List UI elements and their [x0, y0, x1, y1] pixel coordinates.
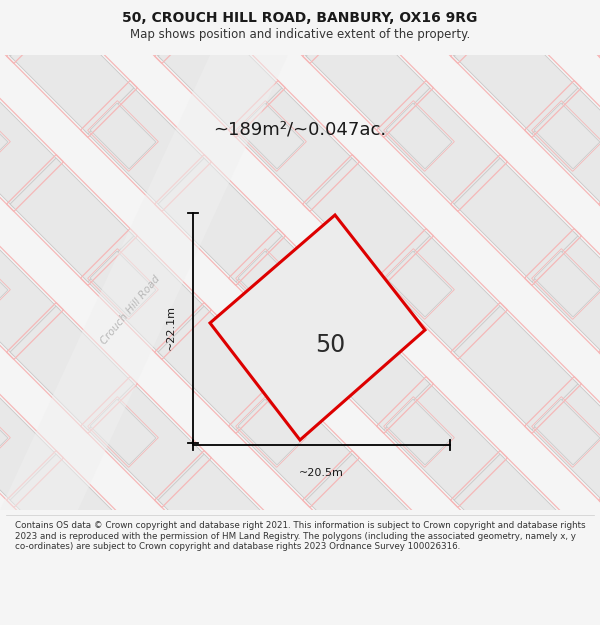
Polygon shape: [528, 84, 600, 208]
Polygon shape: [0, 103, 8, 169]
Text: 50: 50: [315, 333, 345, 357]
Polygon shape: [10, 306, 134, 430]
Polygon shape: [380, 84, 504, 208]
Polygon shape: [386, 251, 452, 317]
Polygon shape: [238, 399, 304, 465]
Polygon shape: [528, 380, 600, 504]
Polygon shape: [0, 232, 60, 356]
Text: Contains OS data © Crown copyright and database right 2021. This information is : Contains OS data © Crown copyright and d…: [15, 521, 586, 551]
Polygon shape: [10, 158, 134, 282]
Text: 50, CROUCH HILL ROAD, BANBURY, OX16 9RG: 50, CROUCH HILL ROAD, BANBURY, OX16 9RG: [122, 11, 478, 25]
Polygon shape: [386, 399, 452, 465]
Polygon shape: [380, 380, 504, 504]
Polygon shape: [158, 454, 282, 578]
Polygon shape: [84, 528, 208, 625]
Polygon shape: [0, 547, 8, 613]
Polygon shape: [534, 399, 600, 465]
Polygon shape: [0, 399, 8, 465]
Polygon shape: [534, 0, 600, 21]
Polygon shape: [158, 10, 282, 134]
Polygon shape: [380, 232, 504, 356]
Polygon shape: [238, 0, 304, 21]
Polygon shape: [386, 103, 452, 169]
Polygon shape: [534, 251, 600, 317]
Polygon shape: [454, 454, 578, 578]
Polygon shape: [232, 380, 356, 504]
Polygon shape: [534, 547, 600, 613]
Polygon shape: [386, 0, 452, 21]
Polygon shape: [232, 0, 356, 60]
Polygon shape: [528, 0, 600, 60]
Polygon shape: [528, 232, 600, 356]
Polygon shape: [90, 399, 156, 465]
Polygon shape: [0, 55, 288, 510]
Polygon shape: [90, 0, 156, 21]
Polygon shape: [158, 158, 282, 282]
Polygon shape: [90, 251, 156, 317]
Polygon shape: [386, 547, 452, 613]
Polygon shape: [454, 10, 578, 134]
Polygon shape: [210, 215, 425, 440]
Polygon shape: [84, 380, 208, 504]
Polygon shape: [158, 306, 282, 430]
Polygon shape: [306, 10, 430, 134]
Text: Map shows position and indicative extent of the property.: Map shows position and indicative extent…: [130, 28, 470, 41]
Text: Crouch Hill Road: Crouch Hill Road: [98, 274, 161, 346]
Polygon shape: [10, 10, 134, 134]
Polygon shape: [84, 84, 208, 208]
Polygon shape: [0, 84, 60, 208]
Polygon shape: [90, 547, 156, 613]
Polygon shape: [0, 380, 60, 504]
Polygon shape: [0, 251, 8, 317]
Polygon shape: [238, 103, 304, 169]
Polygon shape: [0, 0, 60, 60]
Polygon shape: [84, 0, 208, 60]
Polygon shape: [306, 454, 430, 578]
Polygon shape: [238, 251, 304, 317]
Text: ~189m²/~0.047ac.: ~189m²/~0.047ac.: [214, 121, 386, 139]
Polygon shape: [10, 454, 134, 578]
Polygon shape: [232, 232, 356, 356]
Polygon shape: [84, 232, 208, 356]
Polygon shape: [534, 103, 600, 169]
Polygon shape: [0, 528, 60, 625]
Polygon shape: [454, 306, 578, 430]
Polygon shape: [232, 528, 356, 625]
Text: ~20.5m: ~20.5m: [299, 468, 344, 478]
Polygon shape: [454, 158, 578, 282]
Polygon shape: [380, 528, 504, 625]
Polygon shape: [238, 547, 304, 613]
Polygon shape: [306, 306, 430, 430]
Polygon shape: [528, 528, 600, 625]
Polygon shape: [232, 84, 356, 208]
Polygon shape: [380, 0, 504, 60]
Polygon shape: [306, 158, 430, 282]
Polygon shape: [90, 103, 156, 169]
Polygon shape: [0, 0, 8, 21]
Text: ~22.1m: ~22.1m: [166, 306, 176, 351]
